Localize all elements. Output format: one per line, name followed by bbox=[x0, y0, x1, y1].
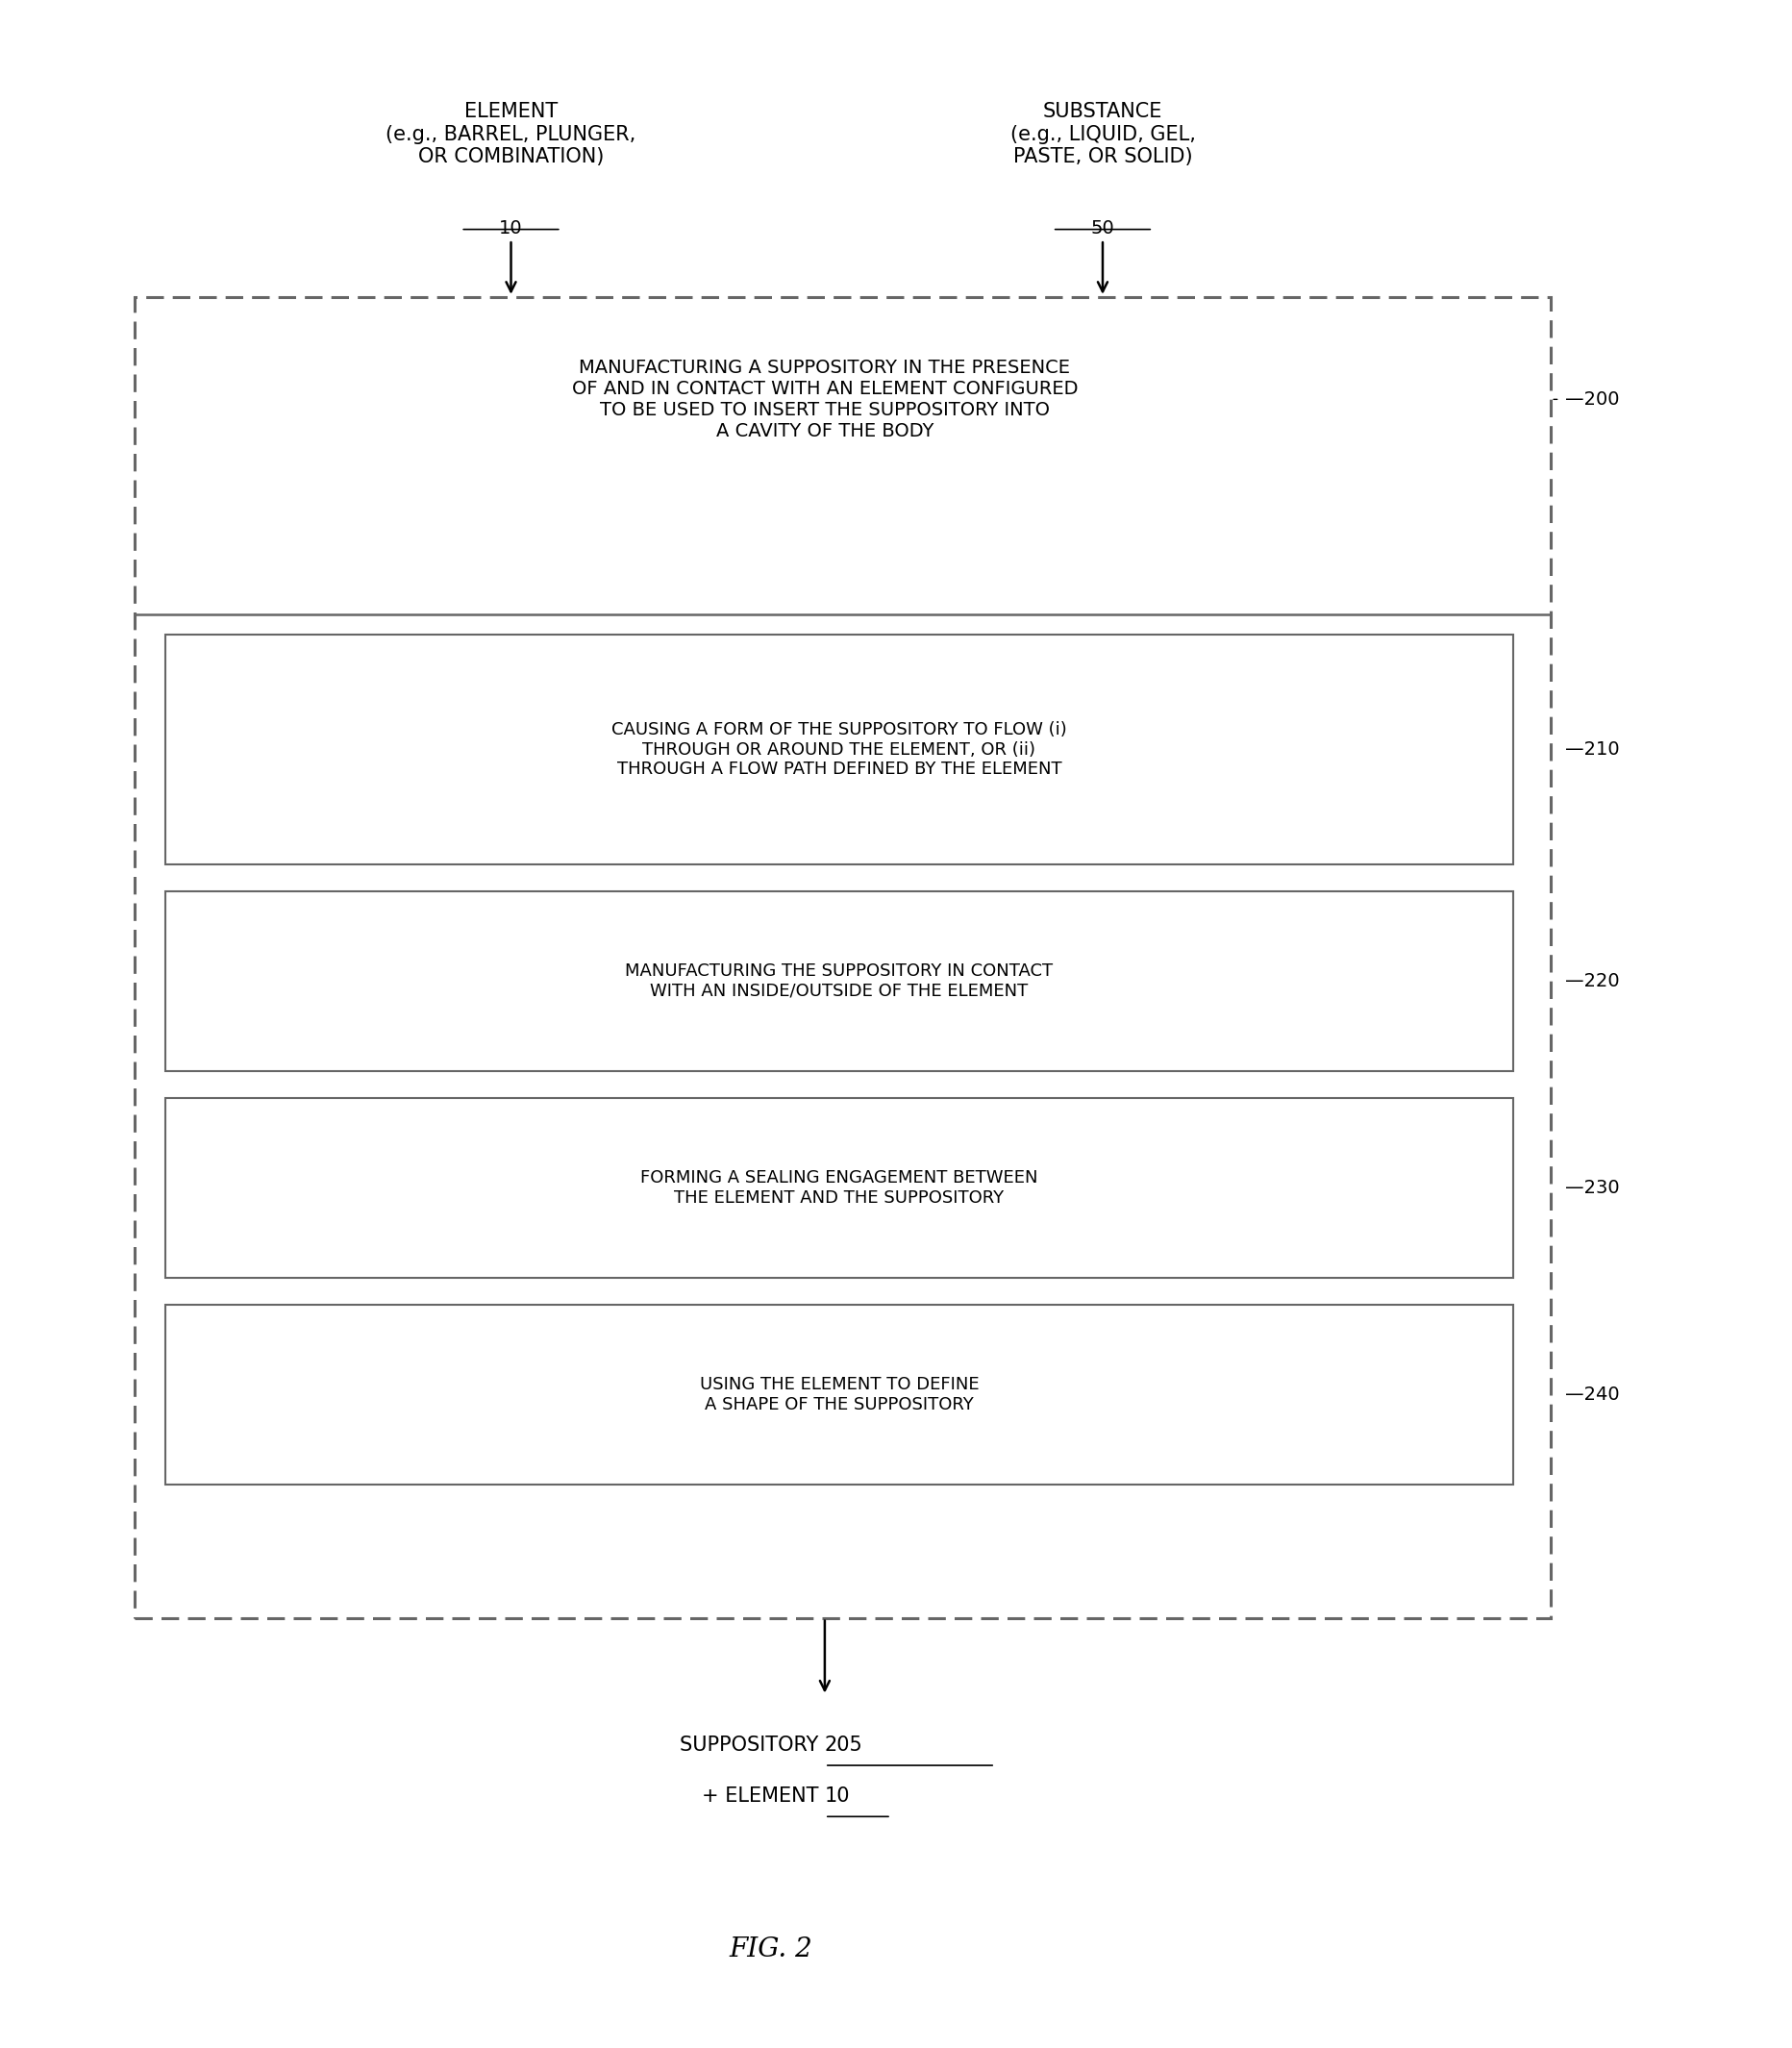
Text: 10: 10 bbox=[824, 1786, 849, 1806]
Bar bbox=[134, 297, 1550, 1618]
Bar bbox=[165, 1098, 1512, 1278]
Text: —200: —200 bbox=[1564, 391, 1618, 408]
Text: FORMING A SEALING ENGAGEMENT BETWEEN
THE ELEMENT AND THE SUPPOSITORY: FORMING A SEALING ENGAGEMENT BETWEEN THE… bbox=[640, 1169, 1038, 1206]
Bar bbox=[165, 891, 1512, 1071]
Text: SUBSTANCE
(e.g., LIQUID, GEL,
PASTE, OR SOLID): SUBSTANCE (e.g., LIQUID, GEL, PASTE, OR … bbox=[1009, 102, 1195, 166]
Bar bbox=[165, 1305, 1512, 1485]
Text: 10: 10 bbox=[498, 219, 523, 238]
Bar bbox=[165, 635, 1512, 864]
Text: SUPPOSITORY: SUPPOSITORY bbox=[679, 1735, 824, 1755]
Text: ELEMENT
(e.g., BARREL, PLUNGER,
OR COMBINATION): ELEMENT (e.g., BARREL, PLUNGER, OR COMBI… bbox=[385, 102, 636, 166]
Text: MANUFACTURING A SUPPOSITORY IN THE PRESENCE
OF AND IN CONTACT WITH AN ELEMENT CO: MANUFACTURING A SUPPOSITORY IN THE PRESE… bbox=[572, 358, 1077, 440]
Text: —240: —240 bbox=[1564, 1386, 1618, 1403]
Text: + ELEMENT: + ELEMENT bbox=[701, 1786, 824, 1806]
Text: USING THE ELEMENT TO DEFINE
A SHAPE OF THE SUPPOSITORY: USING THE ELEMENT TO DEFINE A SHAPE OF T… bbox=[699, 1376, 978, 1413]
Text: 50: 50 bbox=[1090, 219, 1115, 238]
Text: FIG. 2: FIG. 2 bbox=[729, 1937, 812, 1962]
Text: —210: —210 bbox=[1564, 741, 1618, 758]
Text: —220: —220 bbox=[1564, 973, 1618, 989]
Text: 205: 205 bbox=[824, 1735, 862, 1755]
Text: CAUSING A FORM OF THE SUPPOSITORY TO FLOW (i)
THROUGH OR AROUND THE ELEMENT, OR : CAUSING A FORM OF THE SUPPOSITORY TO FLO… bbox=[611, 721, 1066, 778]
Text: —230: —230 bbox=[1564, 1180, 1618, 1196]
Text: MANUFACTURING THE SUPPOSITORY IN CONTACT
WITH AN INSIDE/OUTSIDE OF THE ELEMENT: MANUFACTURING THE SUPPOSITORY IN CONTACT… bbox=[625, 963, 1052, 999]
